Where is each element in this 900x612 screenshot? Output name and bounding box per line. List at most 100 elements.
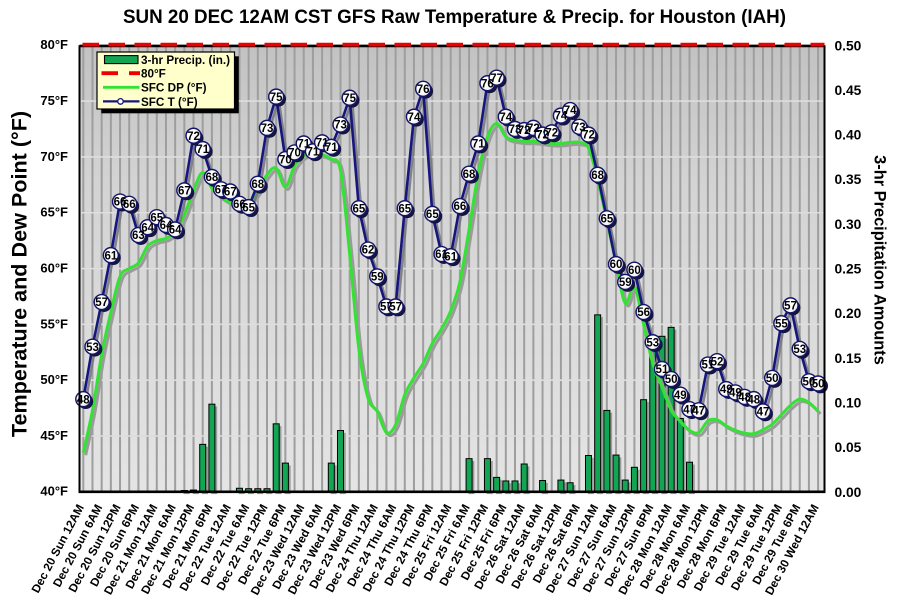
- svg-text:75: 75: [343, 93, 356, 105]
- svg-text:73: 73: [573, 122, 586, 134]
- svg-text:59: 59: [619, 277, 632, 289]
- svg-text:65: 65: [426, 209, 439, 221]
- svg-text:51: 51: [701, 360, 714, 372]
- svg-text:61: 61: [435, 249, 448, 261]
- svg-text:63: 63: [132, 230, 145, 242]
- svg-text:75°F: 75°F: [40, 93, 68, 108]
- svg-text:73: 73: [334, 120, 347, 132]
- svg-text:65: 65: [600, 213, 613, 225]
- svg-text:53: 53: [86, 342, 99, 354]
- svg-text:65°F: 65°F: [40, 205, 68, 220]
- svg-text:47: 47: [692, 405, 705, 417]
- svg-text:71: 71: [325, 142, 338, 154]
- svg-text:71: 71: [472, 139, 485, 151]
- svg-text:50: 50: [766, 373, 779, 385]
- svg-text:45°F: 45°F: [40, 428, 68, 443]
- svg-text:50°F: 50°F: [40, 372, 68, 387]
- svg-text:0.35: 0.35: [835, 172, 862, 187]
- svg-text:68: 68: [591, 170, 604, 182]
- svg-text:49: 49: [729, 388, 742, 400]
- svg-text:71: 71: [196, 144, 209, 156]
- svg-text:67: 67: [215, 184, 228, 196]
- svg-text:60: 60: [610, 259, 623, 271]
- svg-text:74: 74: [499, 112, 512, 124]
- svg-text:68: 68: [205, 172, 218, 184]
- svg-text:65: 65: [150, 212, 163, 224]
- svg-text:64: 64: [169, 225, 182, 237]
- svg-text:72: 72: [527, 123, 540, 135]
- svg-text:57: 57: [95, 297, 108, 309]
- svg-text:68: 68: [463, 169, 476, 181]
- svg-text:64: 64: [160, 220, 173, 232]
- svg-text:65: 65: [398, 203, 411, 215]
- svg-text:62: 62: [362, 245, 375, 257]
- svg-text:76: 76: [481, 78, 494, 90]
- svg-text:67: 67: [178, 186, 191, 198]
- svg-text:SUN 20 DEC 12AM CST GFS Raw Te: SUN 20 DEC 12AM CST GFS Raw Temperature …: [123, 7, 786, 28]
- svg-text:0.50: 0.50: [835, 38, 862, 53]
- svg-text:50: 50: [812, 379, 825, 391]
- svg-text:68: 68: [251, 179, 264, 191]
- svg-text:0.25: 0.25: [835, 262, 862, 277]
- svg-text:53: 53: [646, 337, 659, 349]
- svg-text:75: 75: [270, 92, 283, 104]
- svg-text:77: 77: [490, 73, 503, 85]
- svg-text:70°F: 70°F: [40, 149, 68, 164]
- svg-text:70: 70: [288, 148, 301, 160]
- svg-text:65: 65: [352, 203, 365, 215]
- svg-text:56: 56: [637, 307, 650, 319]
- svg-text:64: 64: [141, 222, 154, 234]
- svg-text:0.30: 0.30: [835, 217, 862, 232]
- svg-text:60°F: 60°F: [40, 260, 68, 275]
- svg-text:71: 71: [307, 146, 320, 158]
- svg-text:0.10: 0.10: [835, 396, 862, 411]
- svg-text:61: 61: [444, 251, 457, 263]
- svg-text:66: 66: [123, 199, 136, 211]
- svg-text:73: 73: [261, 123, 274, 135]
- svg-text:47: 47: [757, 407, 770, 419]
- svg-text:72: 72: [536, 130, 549, 142]
- svg-text:60: 60: [628, 265, 641, 277]
- svg-text:48: 48: [747, 394, 760, 406]
- svg-text:59: 59: [371, 271, 384, 283]
- svg-text:66: 66: [453, 201, 466, 213]
- svg-text:SFC DP (°F): SFC DP (°F): [141, 82, 207, 95]
- svg-text:53: 53: [793, 344, 806, 356]
- svg-text:51: 51: [656, 364, 669, 376]
- svg-text:50: 50: [803, 376, 816, 388]
- svg-text:73: 73: [509, 124, 522, 136]
- svg-text:57: 57: [380, 302, 393, 314]
- svg-text:65: 65: [242, 202, 255, 214]
- svg-text:0.45: 0.45: [835, 83, 862, 98]
- svg-text:66: 66: [233, 199, 246, 211]
- svg-text:71: 71: [297, 139, 310, 151]
- svg-text:72: 72: [518, 125, 531, 137]
- svg-text:49: 49: [674, 390, 687, 402]
- svg-text:61: 61: [104, 250, 117, 262]
- svg-text:0.20: 0.20: [835, 306, 862, 321]
- svg-text:3-hr Precip. (in.): 3-hr Precip. (in.): [141, 54, 230, 67]
- svg-text:74: 74: [408, 112, 421, 124]
- svg-text:Temperature and Dew Point (°F): Temperature and Dew Point (°F): [7, 111, 32, 437]
- svg-text:72: 72: [582, 130, 595, 142]
- svg-text:71: 71: [316, 138, 329, 150]
- svg-text:55°F: 55°F: [40, 316, 68, 331]
- svg-text:0.00: 0.00: [835, 485, 862, 500]
- svg-text:0.15: 0.15: [835, 351, 862, 366]
- svg-text:40°F: 40°F: [40, 484, 68, 499]
- svg-text:67: 67: [224, 187, 237, 199]
- svg-text:80°F: 80°F: [40, 37, 68, 52]
- svg-text:72: 72: [545, 127, 558, 139]
- svg-text:76: 76: [417, 84, 430, 96]
- svg-text:48: 48: [738, 392, 751, 404]
- svg-text:57: 57: [784, 300, 797, 312]
- svg-text:47: 47: [683, 404, 696, 416]
- svg-text:SFC T (°F): SFC T (°F): [141, 96, 198, 109]
- svg-text:55: 55: [775, 318, 788, 330]
- svg-text:74: 74: [564, 105, 577, 117]
- svg-text:52: 52: [711, 356, 724, 368]
- svg-text:0.05: 0.05: [835, 440, 862, 455]
- svg-text:3-hr Precipitation Amounts: 3-hr Precipitation Amounts: [871, 155, 889, 365]
- svg-text:57: 57: [389, 302, 402, 314]
- svg-text:50: 50: [665, 374, 678, 386]
